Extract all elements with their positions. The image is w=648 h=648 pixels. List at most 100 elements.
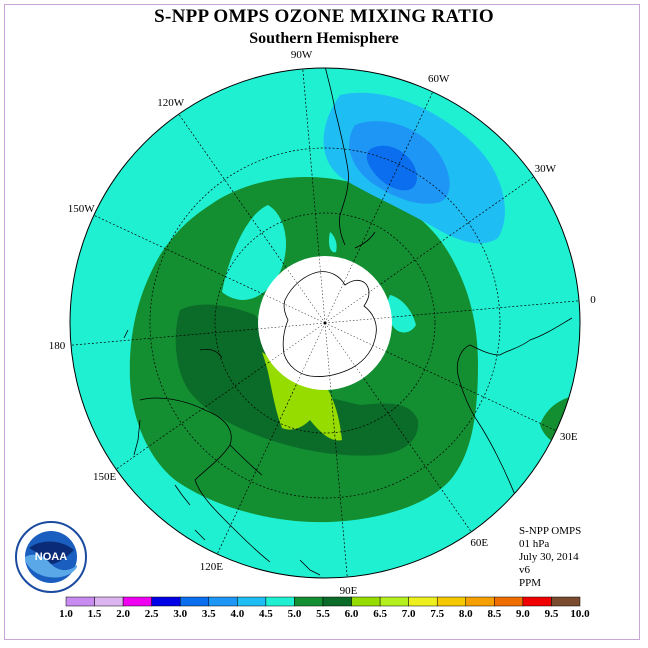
colorbar-label: 8.5 bbox=[487, 608, 502, 620]
longitude-label: 90E bbox=[339, 584, 358, 597]
meridian-line bbox=[324, 322, 348, 578]
south-pole-marker bbox=[323, 321, 327, 325]
coastlines bbox=[123, 68, 573, 576]
colorbar-cell bbox=[265, 596, 295, 607]
antarctica-coastline bbox=[282, 271, 377, 377]
colorbar-cell bbox=[94, 596, 124, 607]
colorbar-cell bbox=[151, 596, 181, 607]
polar-meridian-line bbox=[258, 322, 326, 330]
longitude-label: 30E bbox=[559, 430, 578, 443]
colorbar-cell bbox=[436, 596, 467, 607]
colorbar-cell bbox=[208, 596, 238, 607]
latitude-circles bbox=[149, 147, 501, 499]
colorbar-label: 3.0 bbox=[173, 608, 188, 620]
meridian-line bbox=[178, 113, 326, 324]
polar-meridian-line bbox=[264, 294, 326, 324]
colorbar-cell bbox=[122, 596, 152, 607]
meridian-line bbox=[324, 322, 472, 533]
polar-meridian-line bbox=[324, 322, 386, 352]
colorbar-label: 7.0 bbox=[401, 608, 416, 620]
figure-frame bbox=[4, 4, 640, 640]
longitude-label: 120E bbox=[199, 560, 223, 573]
noaa-logo: NOAA bbox=[15, 521, 87, 593]
longitude-label: 90W bbox=[290, 49, 313, 62]
polar-meridian-line bbox=[324, 262, 354, 324]
map-subtitle: Southern Hemisphere bbox=[249, 30, 399, 47]
colorbar-cell bbox=[351, 596, 381, 607]
meridian-line bbox=[324, 300, 580, 324]
polar-meridian-line bbox=[318, 256, 326, 324]
colorbar-cell bbox=[379, 596, 409, 607]
colorbar-label: 4.0 bbox=[230, 608, 245, 620]
longitude-label: 120W bbox=[157, 96, 185, 109]
longitude-label: 180 bbox=[48, 340, 66, 353]
colorbar-cell bbox=[408, 596, 438, 607]
info-pressure: 01 hPa bbox=[519, 538, 550, 550]
colorbar-label: 7.5 bbox=[430, 608, 445, 620]
colorbar-cell bbox=[65, 596, 95, 607]
colorbar-label: 6.5 bbox=[373, 608, 387, 620]
latitude-circle bbox=[214, 212, 436, 434]
globe-outline bbox=[69, 67, 581, 579]
longitude-label: 0 bbox=[590, 293, 596, 306]
polar-meridian-line bbox=[324, 284, 381, 324]
longitude-label: 30W bbox=[534, 162, 557, 175]
meridian-line bbox=[324, 322, 557, 432]
meridian-line bbox=[216, 322, 326, 555]
meridian-line bbox=[70, 322, 326, 346]
polar-meridian-line bbox=[286, 267, 326, 324]
polar-meridian-line bbox=[324, 322, 364, 379]
meridian-line bbox=[115, 322, 326, 470]
info-instrument: S-NPP OMPS bbox=[519, 525, 582, 537]
colorbar-label: 10.0 bbox=[570, 608, 590, 620]
meridian-line bbox=[324, 176, 535, 324]
info-block: S-NPP OMPS 01 hPa July 30, 2014 v6 PPM bbox=[519, 525, 581, 590]
map-title: S-NPP OMPS OZONE MIXING RATIO bbox=[154, 6, 494, 27]
ozone-hole-4-5-ppm-b bbox=[387, 295, 416, 333]
ozone-contour-5-5-ppm bbox=[175, 304, 419, 456]
colorbar-label: 1.5 bbox=[87, 608, 102, 620]
meridian-line bbox=[324, 91, 434, 324]
colorbar-cell bbox=[294, 596, 324, 607]
polar-meridian-line bbox=[324, 316, 392, 324]
polar-meridian-line bbox=[296, 322, 326, 384]
colorbar-label: 3.5 bbox=[201, 608, 216, 620]
longitude-label: 150E bbox=[93, 471, 117, 484]
colorbar-cell bbox=[179, 596, 210, 607]
longitude-label: 150W bbox=[67, 203, 95, 216]
colorbar-label: 1.0 bbox=[59, 608, 73, 620]
info-date: July 30, 2014 bbox=[519, 551, 579, 563]
info-version: v6 bbox=[519, 564, 530, 576]
colorbar-cell bbox=[494, 596, 524, 607]
meridian-line bbox=[302, 68, 326, 324]
colorbar-label: 4.5 bbox=[259, 608, 273, 620]
colorbar-label: 2.5 bbox=[144, 608, 159, 620]
colorbar-cell bbox=[237, 596, 267, 607]
colorbar-label: 5.5 bbox=[316, 608, 330, 620]
colorbar-label: 2.0 bbox=[116, 608, 130, 620]
colorbar-label: 6.0 bbox=[344, 608, 359, 620]
colorbar-cell bbox=[322, 596, 352, 607]
longitude-label: 60W bbox=[427, 73, 450, 86]
polar-meridian-line bbox=[324, 322, 332, 390]
polar-meridian-line bbox=[269, 322, 326, 362]
info-units: PPM bbox=[519, 577, 542, 589]
colorbar-label: 9.5 bbox=[544, 608, 559, 620]
colorbar-label: 8.0 bbox=[458, 608, 473, 620]
colorbar-cell bbox=[522, 596, 552, 607]
colorbar-label: 5.0 bbox=[287, 608, 302, 620]
ozone-hole-4-5-ppm-c bbox=[328, 232, 337, 253]
colorbar-label: 9.0 bbox=[516, 608, 530, 620]
latitude-circle bbox=[149, 147, 501, 499]
colorbar-cell bbox=[551, 596, 581, 607]
longitude-label: 60E bbox=[470, 537, 489, 550]
meridian-lines bbox=[70, 68, 580, 578]
logo-text: NOAA bbox=[35, 551, 67, 563]
colorbar-cell bbox=[465, 596, 495, 607]
ozone-contour-3-0-ppm bbox=[366, 145, 417, 191]
polar-meridian-lines bbox=[258, 256, 392, 390]
ozone-hole-4-5-ppm-a bbox=[222, 205, 287, 300]
meridian-line bbox=[93, 214, 326, 324]
